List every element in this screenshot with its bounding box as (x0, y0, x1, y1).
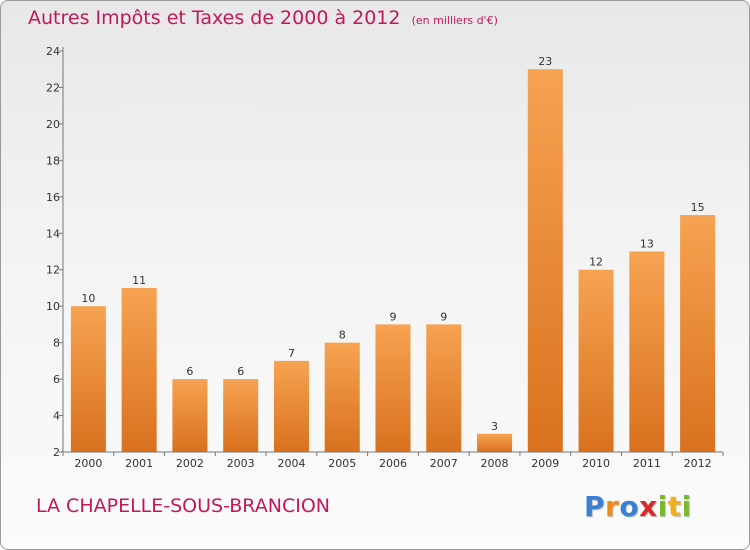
chart-title-block: Autres Impôts et Taxes de 2000 à 2012 (e… (28, 7, 498, 29)
x-tick-label-2009: 2009 (531, 457, 559, 470)
y-tick-label-4: 4 (53, 410, 60, 423)
y-tick-label-16: 16 (46, 191, 60, 204)
x-tick-label-2002: 2002 (176, 457, 204, 470)
data-label-2012: 15 (691, 201, 705, 214)
y-tick-label-2: 2 (53, 446, 60, 459)
x-tick-label-2006: 2006 (379, 457, 407, 470)
data-label-2005: 8 (339, 329, 346, 342)
bar-2012 (680, 215, 716, 452)
x-tick-label-2005: 2005 (328, 457, 356, 470)
x-tick-label-2010: 2010 (582, 457, 610, 470)
x-tick-label-2000: 2000 (74, 457, 102, 470)
data-label-2006: 9 (390, 310, 397, 323)
y-tick-label-12: 12 (46, 264, 60, 277)
logo-letter: t (667, 490, 682, 523)
bar-2006 (375, 324, 411, 452)
y-tick-label-14: 14 (46, 227, 60, 240)
y-tick-label-24: 24 (46, 45, 60, 58)
x-tick-label-2008: 2008 (481, 457, 509, 470)
bar-2007 (426, 324, 462, 452)
data-label-2004: 7 (288, 347, 295, 360)
y-tick-label-20: 20 (46, 118, 60, 131)
y-tick-label-6: 6 (53, 373, 60, 386)
data-label-2009: 23 (538, 55, 552, 68)
x-tick-label-2004: 2004 (277, 457, 305, 470)
commune-name: LA CHAPELLE-SOUS-BRANCION (36, 495, 330, 517)
chart-subtitle: (en milliers d'€) (411, 14, 498, 27)
logo-letter: P (584, 490, 606, 523)
data-label-2000: 10 (81, 292, 95, 305)
data-label-2008: 3 (491, 420, 498, 433)
logo-letter: x (639, 490, 658, 523)
data-label-2010: 12 (589, 256, 603, 269)
bar-2000 (70, 306, 106, 452)
data-label-2002: 6 (186, 365, 193, 378)
y-tick-label-18: 18 (46, 154, 60, 167)
x-tick-label-2001: 2001 (125, 457, 153, 470)
y-tick-label-10: 10 (46, 300, 60, 313)
x-tick-label-2012: 2012 (684, 457, 712, 470)
data-label-2007: 9 (440, 310, 447, 323)
bar-2005 (324, 342, 360, 452)
x-tick-label-2011: 2011 (633, 457, 661, 470)
logo-letter: i (657, 490, 668, 523)
data-label-2011: 13 (640, 238, 654, 251)
y-tick-label-8: 8 (53, 337, 60, 350)
logo-letter: o (619, 490, 640, 523)
data-label-2003: 6 (237, 365, 244, 378)
bar-2003 (223, 379, 259, 452)
x-tick-label-2007: 2007 (430, 457, 458, 470)
bar-2009 (527, 69, 563, 453)
data-label-2001: 11 (132, 274, 146, 287)
bar-2010 (578, 269, 614, 452)
bar-2002 (172, 379, 208, 452)
bar-2008 (477, 433, 513, 452)
y-tick-label-22: 22 (46, 81, 60, 94)
logo-letter: r (605, 490, 620, 523)
bar-2011 (629, 251, 665, 452)
chart-title: Autres Impôts et Taxes de 2000 à 2012 (28, 7, 401, 29)
logo-letter: i (681, 490, 692, 523)
proxiti-logo: Proxiti (584, 490, 692, 523)
x-tick-label-2003: 2003 (227, 457, 255, 470)
bar-2004 (273, 360, 309, 452)
bar-2001 (121, 287, 157, 452)
